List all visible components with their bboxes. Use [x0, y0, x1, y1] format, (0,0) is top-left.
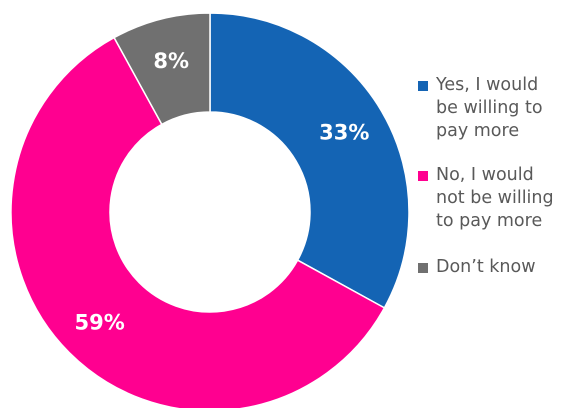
legend-swatch-yes [418, 81, 428, 91]
legend-swatch-no [418, 171, 428, 181]
legend-label-line: pay more [436, 121, 520, 141]
legend-label-line: to pay more [436, 211, 543, 231]
legend-label-line: be willing to [436, 98, 543, 118]
legend-label-line: Don’t know [436, 257, 536, 277]
slice-dont-know [113, 12, 211, 126]
slice-yes [209, 12, 410, 309]
legend-label-line: not be willing [436, 188, 554, 208]
legend-swatch-dont-know [418, 263, 428, 273]
slice-label-dont-know: 8% [153, 49, 189, 73]
legend-label-line: No, I would [436, 165, 534, 185]
slice-label-yes: 33% [319, 121, 369, 145]
legend: Yes, I would be willing to pay more No, … [418, 74, 574, 302]
slice-label-no: 59% [75, 310, 125, 334]
legend-item-no: No, I would not be willing to pay more [418, 164, 574, 233]
legend-item-dont-know: Don’t know [418, 256, 574, 279]
legend-label-line: Yes, I would [436, 75, 539, 95]
slice-no [10, 36, 386, 408]
legend-item-yes: Yes, I would be willing to pay more [418, 74, 574, 143]
